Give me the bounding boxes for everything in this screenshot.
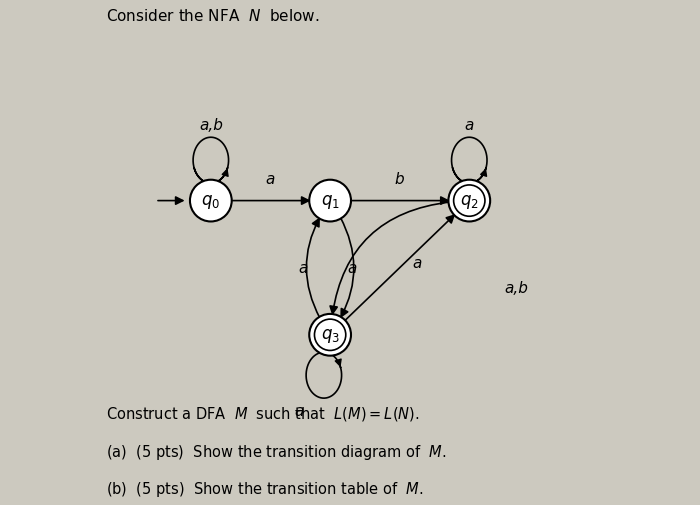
Text: b: b bbox=[395, 171, 405, 186]
Circle shape bbox=[309, 314, 351, 356]
Circle shape bbox=[190, 180, 232, 222]
FancyArrowPatch shape bbox=[330, 203, 450, 314]
Text: $q_0$: $q_0$ bbox=[202, 192, 220, 210]
Text: (a)  (5 pts)  Show the transition diagram of  $M$.: (a) (5 pts) Show the transition diagram … bbox=[106, 442, 447, 461]
Text: Consider the NFA  $N$  below.: Consider the NFA $N$ below. bbox=[106, 8, 320, 24]
Text: a: a bbox=[294, 403, 304, 418]
Text: Construct a DFA  $M$  such that  $L(M) = L(N)$.: Construct a DFA $M$ such that $L(M) = L(… bbox=[106, 405, 420, 423]
Text: a: a bbox=[412, 256, 422, 271]
Text: a: a bbox=[465, 118, 474, 133]
FancyArrowPatch shape bbox=[340, 218, 354, 317]
FancyArrowPatch shape bbox=[344, 216, 454, 322]
Circle shape bbox=[309, 180, 351, 222]
Text: (b)  (5 pts)  Show the transition table of  $M$.: (b) (5 pts) Show the transition table of… bbox=[106, 479, 423, 498]
FancyArrowPatch shape bbox=[230, 197, 309, 205]
Text: a,b: a,b bbox=[504, 280, 528, 295]
FancyArrowPatch shape bbox=[307, 219, 320, 319]
Text: $q_2$: $q_2$ bbox=[460, 192, 479, 210]
Text: a,b: a,b bbox=[199, 118, 223, 133]
Text: $q_3$: $q_3$ bbox=[321, 326, 340, 344]
FancyArrowPatch shape bbox=[349, 197, 448, 205]
Text: a: a bbox=[298, 261, 307, 276]
Text: a: a bbox=[348, 261, 357, 276]
Circle shape bbox=[449, 180, 490, 222]
Text: $q_1$: $q_1$ bbox=[321, 192, 340, 210]
Text: a: a bbox=[266, 171, 275, 186]
